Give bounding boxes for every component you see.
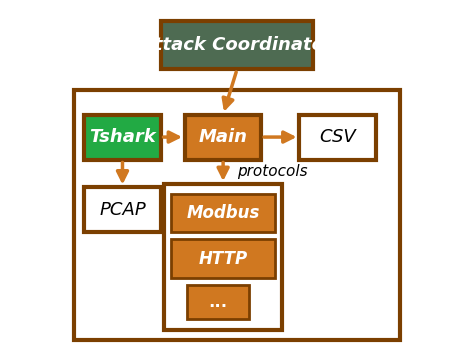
Text: CSV: CSV xyxy=(319,128,356,146)
FancyBboxPatch shape xyxy=(161,21,313,69)
Text: HTTP: HTTP xyxy=(199,249,248,268)
FancyBboxPatch shape xyxy=(74,90,400,340)
FancyBboxPatch shape xyxy=(84,115,161,160)
Text: Modbus: Modbus xyxy=(186,204,260,222)
FancyBboxPatch shape xyxy=(171,239,275,278)
Text: ...: ... xyxy=(209,293,228,311)
FancyBboxPatch shape xyxy=(164,184,282,330)
FancyBboxPatch shape xyxy=(187,285,249,319)
Text: Tshark: Tshark xyxy=(89,128,156,146)
FancyBboxPatch shape xyxy=(300,115,376,160)
Text: PCAP: PCAP xyxy=(99,201,146,219)
FancyBboxPatch shape xyxy=(84,187,161,232)
Text: Attack Coordinator: Attack Coordinator xyxy=(141,36,333,54)
FancyBboxPatch shape xyxy=(171,194,275,232)
Text: Main: Main xyxy=(199,128,247,146)
FancyBboxPatch shape xyxy=(185,115,261,160)
Text: protocols: protocols xyxy=(237,164,308,179)
